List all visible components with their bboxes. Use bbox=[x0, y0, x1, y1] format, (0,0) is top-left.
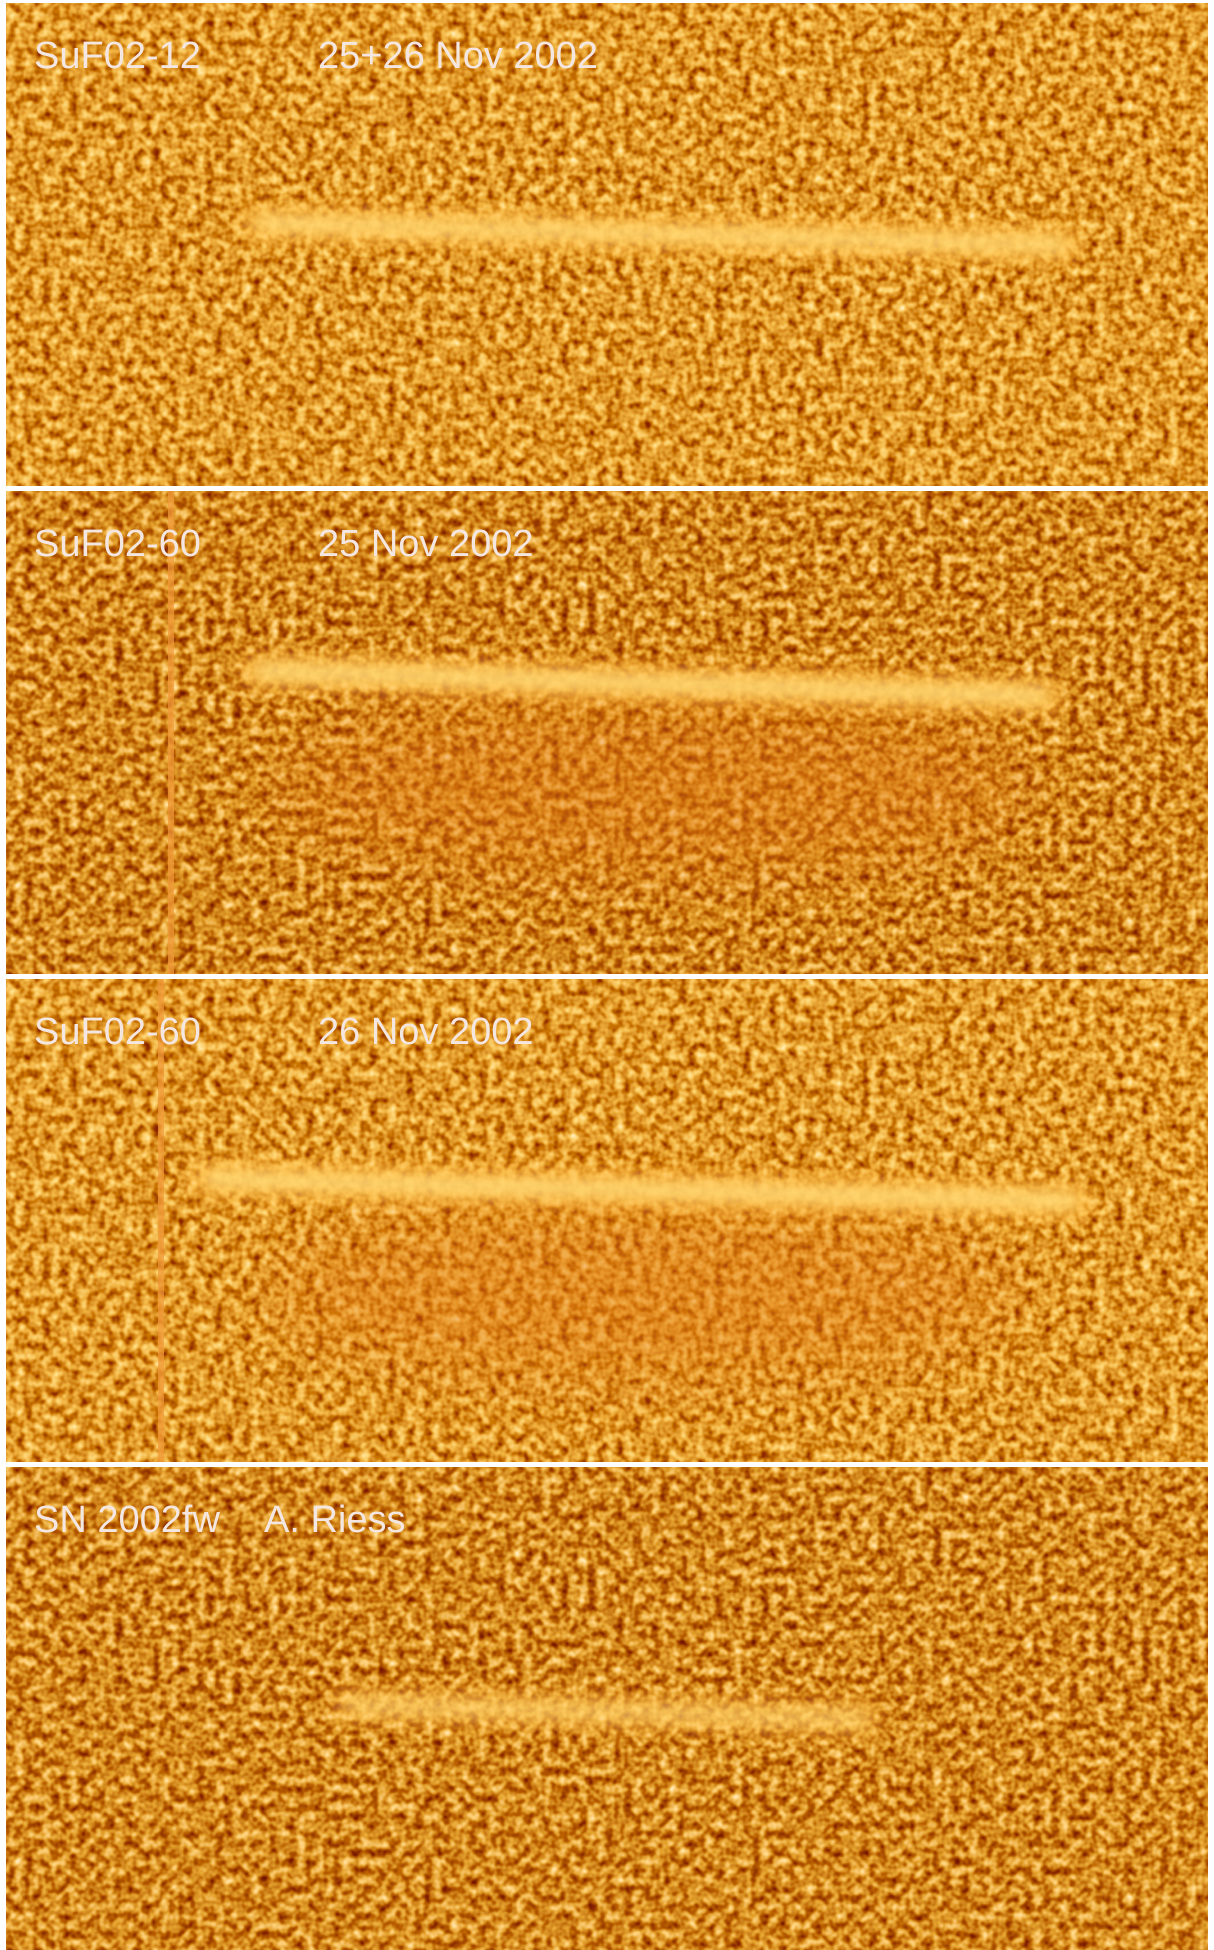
spectrum-panel: SuF02-60 26 Nov 2002 bbox=[6, 979, 1208, 1462]
diffuse-glow bbox=[261, 1201, 1021, 1381]
panel-date: 26 Nov 2002 bbox=[318, 1011, 534, 1053]
panel-name: SN 2002fw bbox=[34, 1499, 220, 1541]
spectrum-panel: SN 2002fw A. Riess bbox=[6, 1467, 1208, 1950]
diffuse-glow bbox=[271, 696, 1031, 876]
spectrum-panel: SuF02-60 25 Nov 2002 bbox=[6, 491, 1208, 974]
panel-name: SuF02-60 bbox=[34, 1011, 201, 1053]
panel-date: 25 Nov 2002 bbox=[318, 523, 534, 565]
panel-name: SuF02-60 bbox=[34, 523, 201, 565]
panel-date: A. Riess bbox=[264, 1499, 405, 1541]
spectra-image: SuF02-12 25+26 Nov 2002 SuF02-60 25 Nov 200… bbox=[0, 0, 1214, 1950]
panel-name: SuF02-12 bbox=[34, 35, 201, 77]
panel-date: 25+26 Nov 2002 bbox=[318, 35, 598, 77]
spectrum-panel: SuF02-12 25+26 Nov 2002 bbox=[6, 3, 1208, 486]
